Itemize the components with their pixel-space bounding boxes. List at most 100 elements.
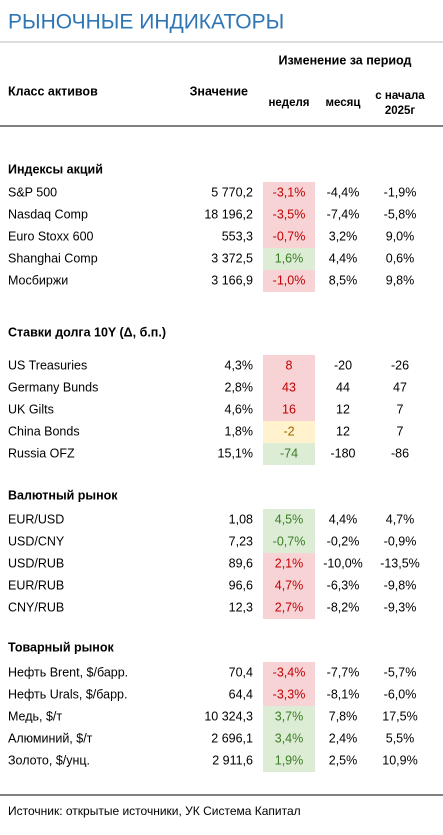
week-cell [263,421,315,443]
footer-source: Источник: открытые источники, УК Система… [8,804,301,818]
week-change: -1,0% [273,273,306,287]
row-label: CNY/RUB [8,600,64,614]
week-change: 2,7% [275,600,304,614]
ytd-change: 7 [397,424,404,438]
row-value: 3 372,5 [211,251,253,265]
row-value: 1,8% [225,424,254,438]
row-label: EUR/RUB [8,578,64,592]
month-change: -4,4% [327,185,360,199]
week-change: 4,5% [275,512,304,526]
week-cell [263,531,315,553]
week-cell [263,226,315,248]
week-change: 1,9% [275,753,304,767]
ytd-change: -13,5% [380,556,420,570]
week-change: 2,1% [275,556,304,570]
row-label: Germany Bunds [8,380,98,394]
week-cell [263,355,315,377]
month-change: -20 [334,358,352,372]
row-value: 3 166,9 [211,273,253,287]
row-value: 553,3 [222,229,253,243]
row-value: 1,08 [229,512,253,526]
ytd-change: 10,9% [382,753,417,767]
row-value: 96,6 [229,578,253,592]
row-label: Медь, $/т [8,709,62,723]
ytd-change: 17,5% [382,709,417,723]
row-value: 89,6 [229,556,253,570]
ytd-change: 7 [397,402,404,416]
week-change: -74 [280,446,298,460]
section-title: Индексы акций [8,162,103,176]
week-change: -3,4% [273,665,306,679]
month-change: 12 [336,402,350,416]
col-header: Значение [190,84,248,98]
col-header: Класс активов [8,84,98,98]
month-change: -7,7% [327,665,360,679]
week-change: 3,4% [275,731,304,745]
month-change: 2,4% [329,731,358,745]
week-cell [263,706,315,728]
month-change: 12 [336,424,350,438]
ytd-change: 0,6% [386,251,415,265]
week-cell [263,509,315,531]
week-change: 43 [282,380,296,394]
month-change: 4,4% [329,251,358,265]
row-label: Алюминий, $/т [8,731,93,745]
row-value: 2 911,6 [212,753,253,767]
row-value: 15,1% [218,446,253,460]
month-change: 4,4% [329,512,358,526]
month-change: 2,5% [329,753,358,767]
row-label: UK Gilts [8,402,54,416]
ytd-change: -26 [391,358,409,372]
row-label: China Bonds [8,424,80,438]
row-value: 4,3% [225,358,254,372]
section-title: Товарный рынок [8,640,114,654]
week-cell [263,270,315,292]
row-label: Euro Stoxx 600 [8,229,94,243]
section-title: Ставки долга 10Y (Δ, б.п.) [8,325,166,339]
month-change: -8,1% [327,687,360,701]
ytd-change: 47 [393,380,407,394]
week-cell [263,248,315,270]
row-value: 10 324,3 [204,709,253,723]
row-label: EUR/USD [8,512,64,526]
row-label: S&P 500 [8,185,57,199]
week-change: 4,7% [275,578,304,592]
week-change: -0,7% [273,534,306,548]
week-change: 8 [286,358,293,372]
title: РЫНОЧНЫЕ ИНДИКАТОРЫ [8,11,284,34]
row-value: 70,4 [229,665,253,679]
row-label: Нефть Brent, $/барр. [8,665,128,679]
week-cell [263,399,315,421]
month-change: -6,3% [327,578,360,592]
ytd-change: -86 [391,446,409,460]
row-value: 12,3 [229,600,253,614]
row-value: 18 196,2 [204,207,253,221]
period-header: Изменение за период [279,53,412,67]
month-change: 7,8% [329,709,358,723]
ytd-change: 9,0% [386,229,415,243]
month-change: -7,4% [327,207,360,221]
ytd-change: -5,7% [384,665,417,679]
table-body: Индексы акций S&P 500 5 770,2 -3,1% -4,4% -1,… [8,162,420,772]
ytd-change: -9,8% [384,578,417,592]
row-value: 2,8% [225,380,254,394]
row-label: Мосбиржи [8,273,68,287]
col-header: с начала [375,90,425,102]
month-change: -180 [330,446,355,460]
week-cell [263,377,315,399]
week-change: -3,1% [273,185,306,199]
row-label: Золото, $/унц. [8,753,90,767]
ytd-change: -5,8% [384,207,417,221]
row-label: Russia OFZ [8,446,75,460]
row-label: US Treasuries [8,358,87,372]
week-cell [263,204,315,226]
week-change: 16 [282,402,296,416]
week-cell [263,662,315,684]
month-change: 8,5% [329,273,358,287]
week-cell [263,750,315,772]
ytd-change: 4,7% [386,512,415,526]
row-value: 4,6% [225,402,254,416]
week-change: -3,5% [273,207,306,221]
